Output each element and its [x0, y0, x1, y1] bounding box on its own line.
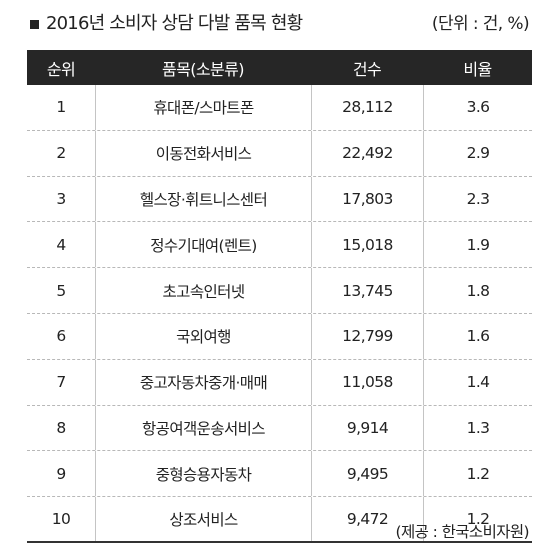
count-cell: 28,112 [311, 85, 423, 130]
rank-cell: 3 [56, 189, 66, 208]
square-bullet-icon [30, 20, 39, 29]
item-cell: 휴대폰/스마트폰 [95, 85, 311, 130]
count-cell: 15,018 [311, 222, 423, 268]
ratio-cell: 2.3 [423, 176, 532, 222]
header-rank: 순위 [46, 59, 76, 79]
table-row: 3 헬스장·휘트니스센터 17,803 2.3 [27, 176, 532, 223]
table-row: 1 휴대폰/스마트폰 28,112 3.6 [27, 85, 532, 131]
ratio-cell: 1.2 [423, 497, 532, 541]
count-cell: 9,914 [311, 405, 423, 451]
count-cell: 22,492 [311, 130, 423, 176]
table-row: 7 중고자동차중개·매매 11,058 1.4 [27, 359, 532, 406]
item-cell: 상조서비스 [95, 497, 311, 541]
source-credit: (제공 : 한국소비자원) [395, 523, 530, 541]
title-row: 2016년 소비자 상담 다발 품목 현황 (단위 : 건, %) [0, 0, 559, 50]
rank-cell: 2 [56, 144, 66, 163]
table-row: 8 항공여객운송서비스 9,914 1.3 [27, 405, 532, 452]
item-cell: 중고자동차중개·매매 [95, 359, 311, 405]
count-cell: 12,799 [311, 313, 423, 359]
ratio-cell: 1.2 [423, 451, 532, 497]
count-cell: 17,803 [311, 176, 423, 222]
ratio-cell: 2.9 [423, 130, 532, 176]
rank-cell: 1 [56, 98, 66, 117]
table-row: 9 중형승용자동차 9,495 1.2 [27, 451, 532, 498]
table-row: 5 초고속인터넷 13,745 1.8 [27, 268, 532, 314]
rank-cell: 5 [56, 281, 66, 300]
table-title: 2016년 소비자 상담 다발 품목 현황 [46, 13, 303, 34]
rank-cell: 10 [51, 510, 71, 529]
count-cell: 9,472 [311, 497, 423, 541]
ratio-cell: 3.6 [423, 85, 532, 130]
table-row: 6 국외여행 12,799 1.6 [27, 313, 532, 360]
ratio-cell: 1.8 [423, 268, 532, 313]
item-cell: 이동전화서비스 [95, 130, 311, 176]
rank-cell: 4 [56, 235, 66, 254]
item-cell: 항공여객운송서비스 [95, 405, 311, 451]
table-header-row: 순위 품목(소분류) 건수 비율 [27, 50, 532, 85]
header-item: 품목(소분류) [162, 59, 244, 79]
unit-label: (단위 : 건, %) [431, 14, 530, 34]
count-cell: 9,495 [311, 451, 423, 497]
table-row: 10 상조서비스 9,472 1.2 [27, 497, 532, 543]
item-cell: 헬스장·휘트니스센터 [95, 176, 311, 222]
rank-cell: 8 [56, 418, 66, 437]
table-row: 2 이동전화서비스 22,492 2.9 [27, 130, 532, 177]
item-cell: 정수기대여(렌트) [95, 222, 311, 268]
count-cell: 11,058 [311, 359, 423, 405]
ratio-cell: 1.4 [423, 359, 532, 405]
consultation-table: 순위 품목(소분류) 건수 비율 1 휴대폰/스마트폰 28,112 3.6 2… [27, 50, 532, 543]
item-cell: 국외여행 [95, 313, 311, 359]
header-count: 건수 [352, 59, 382, 79]
count-cell: 13,745 [311, 268, 423, 313]
ratio-cell: 1.6 [423, 313, 532, 359]
rank-cell: 7 [56, 373, 66, 392]
rank-cell: 6 [56, 327, 66, 346]
rank-cell: 9 [56, 464, 66, 483]
item-cell: 중형승용자동차 [95, 451, 311, 497]
ratio-cell: 1.3 [423, 405, 532, 451]
table-row: 4 정수기대여(렌트) 15,018 1.9 [27, 222, 532, 269]
header-ratio: 비율 [463, 59, 492, 79]
item-cell: 초고속인터넷 [95, 268, 311, 313]
ratio-cell: 1.9 [423, 222, 532, 268]
